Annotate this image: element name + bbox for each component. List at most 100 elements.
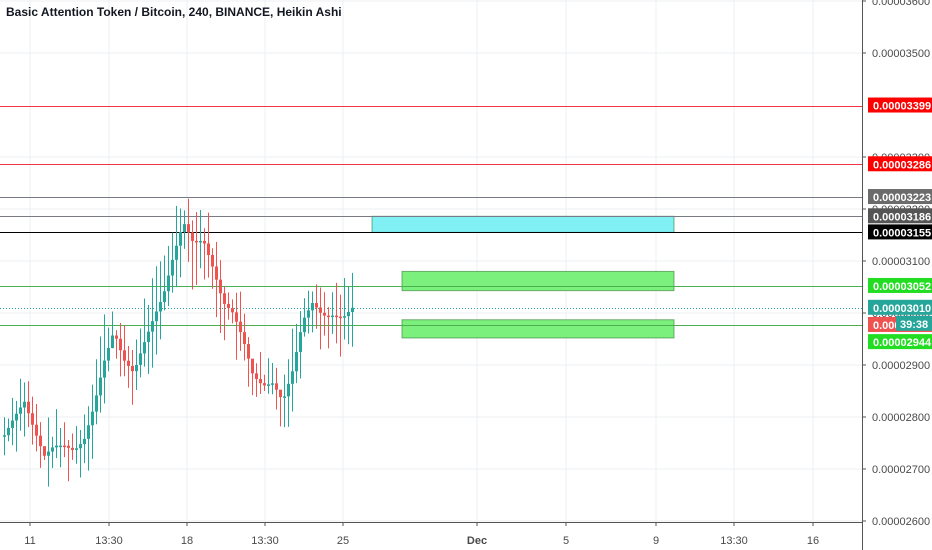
candle-body — [123, 350, 126, 361]
candle-body — [271, 383, 274, 385]
x-tick-label: 9 — [653, 535, 659, 547]
candle-body — [199, 240, 202, 243]
candle-body — [331, 315, 334, 318]
y-tick-label: 0.00003600 — [872, 0, 930, 8]
y-tick-label: 0.00002700 — [872, 464, 930, 476]
x-tick-label: 25 — [337, 535, 349, 547]
candle-body — [79, 444, 82, 449]
candle-body — [187, 224, 190, 233]
x-tick-label: 5 — [563, 535, 569, 547]
candle-body — [175, 245, 178, 260]
candle-body — [231, 308, 234, 313]
candle-body — [243, 332, 246, 345]
candle-body — [39, 435, 42, 447]
candle-body — [207, 243, 210, 255]
price-tag-0.00003052 — [868, 277, 932, 293]
price-tag-text: 0.00002944 — [873, 337, 932, 349]
candle-body — [179, 232, 182, 246]
price-tag-text: 0.00003155 — [873, 227, 931, 239]
x-tick-label: Dec — [467, 535, 487, 547]
candle-body — [159, 302, 162, 312]
candle-body — [75, 448, 78, 450]
candle-body — [183, 224, 186, 233]
price-tag-0.00003223 — [868, 189, 932, 205]
candle-body — [103, 360, 106, 378]
candle-body — [291, 371, 294, 384]
chart-grid — [0, 0, 862, 522]
candle-body — [319, 307, 322, 313]
candle-body — [111, 335, 114, 349]
candle-body — [131, 365, 134, 372]
candle-body — [287, 383, 290, 397]
candle-body — [275, 383, 278, 390]
countdown-tag — [896, 315, 932, 331]
candle-body — [295, 352, 298, 372]
candle-body — [283, 396, 286, 398]
price-tag-text: 0.00003223 — [873, 192, 931, 204]
candle-body — [95, 395, 98, 412]
y-tick-label: 0.00002600 — [872, 516, 930, 528]
candle-body — [15, 413, 18, 421]
candle-body — [151, 321, 154, 332]
candles — [3, 198, 354, 487]
candle-body — [219, 279, 222, 294]
candle-body — [47, 451, 50, 456]
candle-body — [251, 358, 254, 374]
candle-body — [311, 303, 314, 311]
candle-body — [223, 293, 226, 304]
candle-body — [163, 291, 166, 303]
candle-body — [91, 411, 94, 426]
candle-body — [279, 389, 282, 398]
candle-body — [71, 447, 74, 450]
candle-body — [263, 383, 266, 386]
candle-body — [135, 364, 138, 372]
green-zone-upper — [401, 270, 675, 292]
candle-body — [351, 307, 354, 312]
candle-body — [19, 407, 22, 414]
candle-body — [323, 312, 326, 316]
candle-body — [343, 316, 346, 318]
y-tick-label: 0.00002900 — [872, 360, 930, 372]
candle-body — [83, 438, 86, 445]
price-tag-text: 0.00003399 — [873, 101, 931, 113]
price-tag-0.00003399 — [868, 97, 932, 113]
candle-body — [43, 446, 46, 456]
candle-body — [203, 240, 206, 244]
candle-body — [35, 424, 38, 436]
candle-body — [239, 321, 242, 333]
candle-body — [191, 232, 194, 241]
candle-body — [215, 266, 218, 280]
candle-body — [299, 332, 302, 353]
candle-body — [235, 312, 238, 322]
candle-body — [315, 303, 318, 308]
price-tag-0.00003155 — [868, 224, 932, 240]
price-tag-text: 0.00003052 — [873, 281, 931, 293]
candle-body — [259, 378, 262, 384]
candle-body — [307, 310, 310, 318]
price-tag-0.00002944 — [868, 334, 932, 350]
y-tick-label: 0.00003500 — [872, 48, 930, 60]
chart-title: Basic Attention Token / Bitcoin, 240, BI… — [6, 5, 342, 19]
candle-body — [143, 342, 146, 354]
candle-body — [107, 348, 110, 361]
candle-body — [67, 445, 70, 448]
candle-body — [23, 401, 26, 408]
price-tags: 0.00003399 0.00003286 0.00003223 0.00003186… — [868, 97, 932, 350]
price-tag-0.00003186 — [868, 208, 932, 224]
candle-body — [99, 377, 102, 396]
candle-body — [247, 344, 250, 359]
countdown-text: 39:38 — [900, 319, 928, 331]
candle-body — [267, 384, 270, 386]
candle-body — [327, 315, 330, 318]
candle-body — [87, 425, 90, 439]
candle-body — [115, 335, 118, 339]
candle-body — [347, 311, 350, 317]
price-tag-0.00003286 — [868, 156, 932, 172]
green-zone-lower — [401, 319, 675, 339]
candle-body — [55, 445, 58, 448]
candle-body — [303, 317, 306, 333]
x-tick-label: 13:30 — [720, 535, 748, 547]
candle-body — [339, 316, 342, 319]
candle-body — [255, 373, 258, 379]
